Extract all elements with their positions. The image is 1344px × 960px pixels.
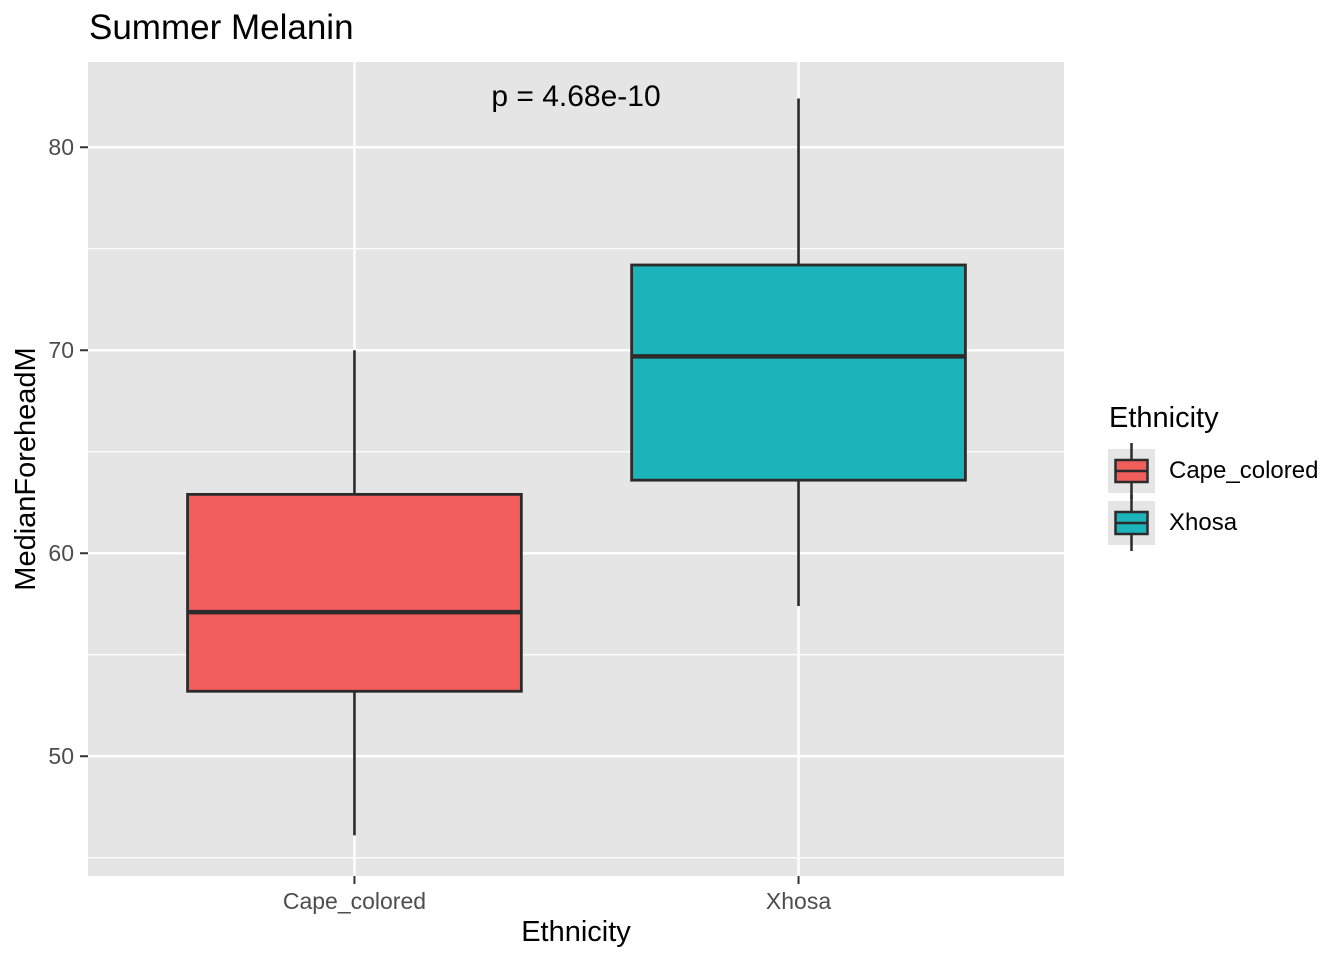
boxplot-canvas	[80, 62, 1064, 884]
box-iqr	[630, 263, 967, 482]
plot-panel	[80, 62, 1064, 884]
legend-title: Ethnicity	[1109, 402, 1219, 434]
x-tick-label: Xhosa	[765, 888, 832, 914]
y-tick-label: 50	[48, 743, 74, 770]
legend: Ethnicity Cape_colored Xhosa	[1108, 402, 1318, 553]
box-iqr	[186, 492, 523, 693]
boxplot-key-icon	[1114, 495, 1149, 551]
x-axis-title: Ethnicity	[521, 916, 631, 948]
legend-key	[1108, 495, 1155, 551]
y-tick-label: 80	[48, 134, 74, 161]
y-axis-title: MedianForeheadM	[10, 347, 42, 591]
y-tick-label: 60	[48, 540, 74, 567]
legend-key	[1108, 443, 1155, 499]
legend-item-label: Cape_colored	[1169, 457, 1319, 484]
chart-title: Summer Melanin	[89, 8, 354, 47]
legend-item: Xhosa	[1108, 495, 1318, 551]
p-value-annotation: p = 4.68e-10	[491, 80, 661, 113]
y-tick-label: 70	[48, 337, 74, 364]
x-tick-label: Cape_colored	[282, 888, 427, 914]
legend-item-label: Xhosa	[1169, 509, 1238, 536]
boxplot-key-icon	[1114, 443, 1149, 499]
legend-item: Cape_colored	[1108, 443, 1319, 499]
